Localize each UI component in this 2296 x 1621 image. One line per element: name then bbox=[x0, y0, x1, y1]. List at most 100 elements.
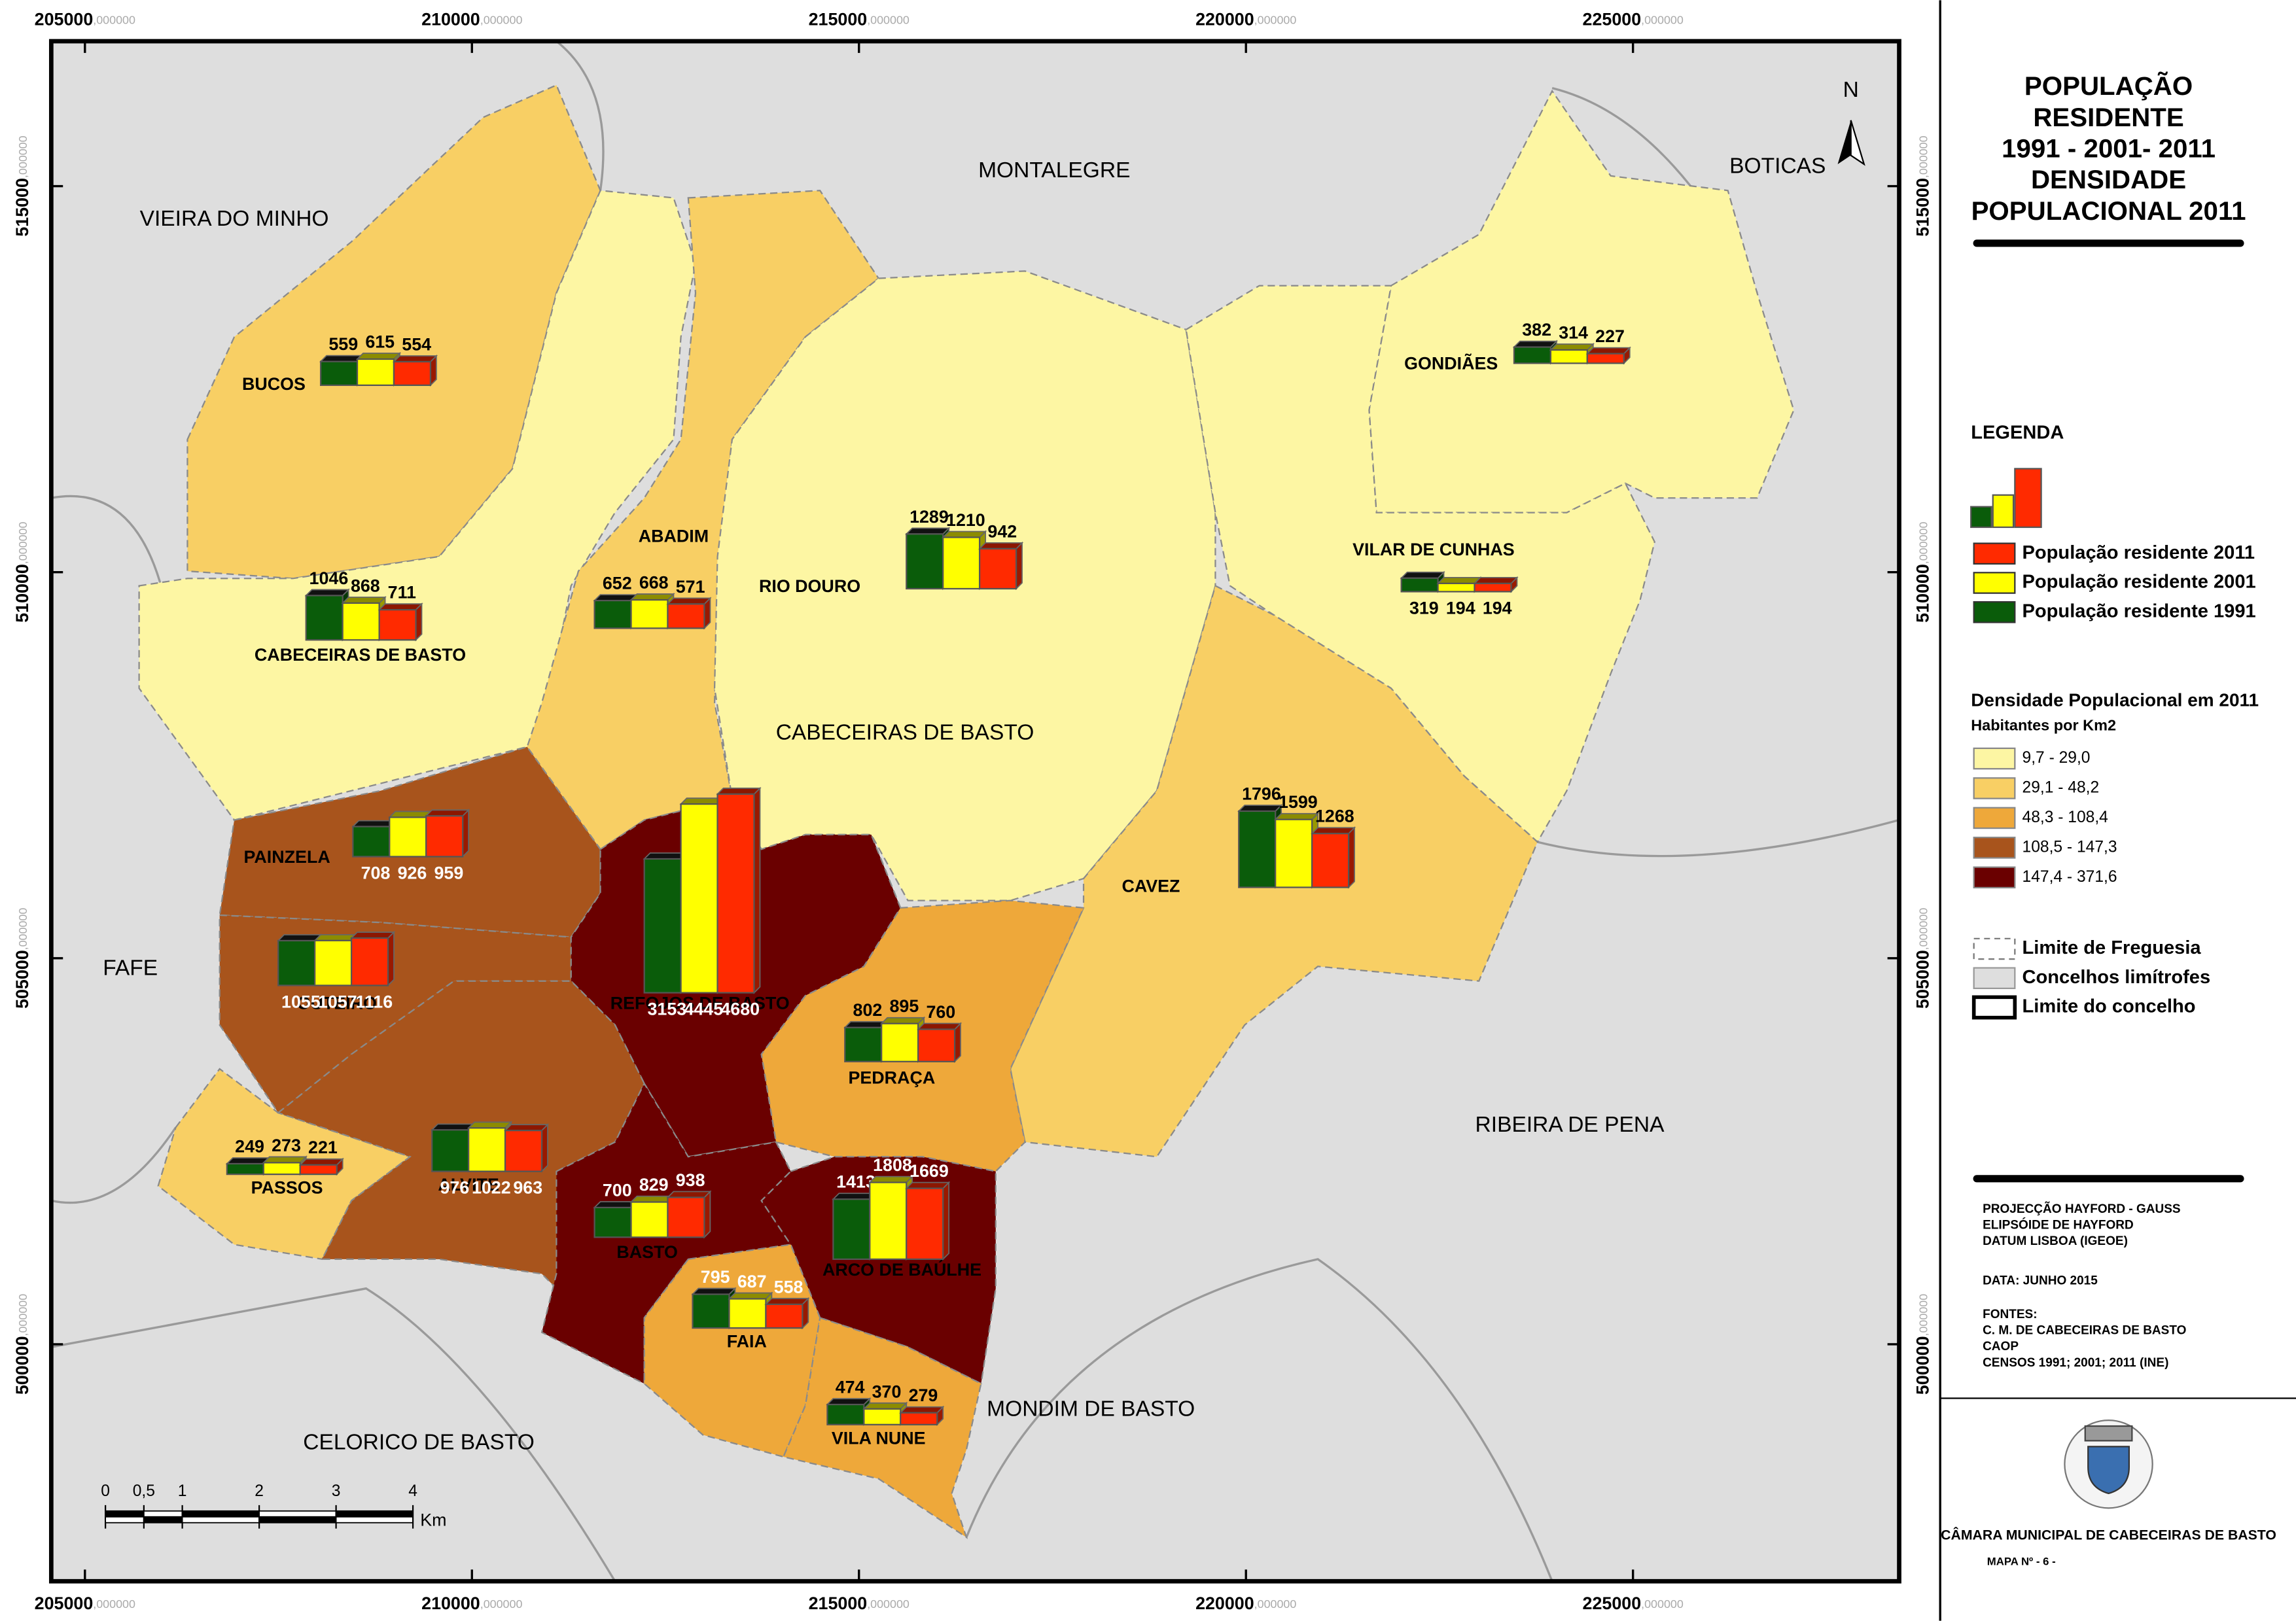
value-label: 319 bbox=[1409, 598, 1439, 618]
value-label: 615 bbox=[365, 332, 395, 351]
bar bbox=[314, 939, 353, 986]
y-tick-label: 510000,000000 bbox=[12, 521, 32, 622]
bar bbox=[356, 358, 395, 387]
y-tick-label: 505000,000000 bbox=[12, 908, 32, 1009]
bar bbox=[692, 1293, 730, 1329]
value-label: 687 bbox=[737, 1272, 767, 1291]
bar-top bbox=[1512, 340, 1559, 348]
bar bbox=[319, 360, 359, 387]
x-tick-value: 215000 bbox=[809, 10, 868, 29]
x-tick-label: 215000,000000 bbox=[809, 10, 910, 29]
value-label: 273 bbox=[272, 1136, 301, 1155]
bar-top bbox=[905, 527, 951, 535]
scale-segment bbox=[181, 1516, 260, 1524]
bar bbox=[226, 1162, 264, 1176]
bar bbox=[881, 1022, 919, 1062]
coord-decimals: ,000000 bbox=[16, 1294, 29, 1336]
density-swatch bbox=[1973, 866, 2016, 889]
legend-icon bbox=[1970, 468, 2042, 529]
bar bbox=[277, 939, 316, 986]
coord-decimals: ,000000 bbox=[16, 908, 29, 950]
value-label: 1796 bbox=[1242, 784, 1281, 803]
x-tick-label: 210000,000000 bbox=[421, 1594, 522, 1613]
value-label: 1289 bbox=[910, 507, 949, 527]
bar-top bbox=[978, 542, 1024, 549]
value-label: 571 bbox=[676, 577, 705, 597]
value-label: 711 bbox=[388, 583, 416, 602]
bar-side bbox=[703, 1190, 711, 1239]
y-tick-value: 500000 bbox=[1913, 1336, 1933, 1395]
boundary bbox=[965, 1258, 1553, 1582]
bar-top bbox=[467, 1121, 513, 1129]
coord-decimals: ,000000 bbox=[480, 13, 523, 26]
parish-name: OUTEIRO bbox=[297, 994, 377, 1013]
parish-name: PASSOS bbox=[251, 1178, 323, 1198]
bar-side bbox=[541, 1123, 548, 1173]
scale-segment bbox=[335, 1510, 414, 1518]
coord-decimals: ,000000 bbox=[1916, 521, 1930, 564]
density-unit: Habitantes por Km2 bbox=[1971, 717, 2116, 734]
value-label: 976 bbox=[440, 1178, 469, 1198]
bar bbox=[1238, 810, 1277, 888]
bar bbox=[716, 793, 755, 994]
y-tick-value: 515000 bbox=[1913, 178, 1933, 237]
bar-top bbox=[1274, 812, 1320, 820]
bar bbox=[352, 826, 391, 858]
value-label: 802 bbox=[853, 1000, 883, 1020]
bar bbox=[1311, 833, 1350, 888]
value-label: 221 bbox=[308, 1138, 338, 1157]
north-label: N bbox=[1843, 78, 1859, 102]
scale-tick-label: 3 bbox=[332, 1482, 341, 1500]
value-label: 314 bbox=[1559, 322, 1588, 342]
bar-top bbox=[880, 1017, 926, 1024]
coord-decimals: ,000000 bbox=[1641, 1597, 1684, 1611]
x-tick-value: 225000 bbox=[1583, 1594, 1642, 1613]
legend-swatch bbox=[1973, 542, 2016, 565]
density-label: 9,7 - 29,0 bbox=[2022, 749, 2091, 767]
north-arrow bbox=[1837, 120, 1865, 166]
x-tick-value: 225000 bbox=[1583, 10, 1642, 29]
value-label: 1055 bbox=[281, 992, 321, 1011]
coord-decimals: ,000000 bbox=[16, 521, 29, 564]
north-arrow-half bbox=[1837, 120, 1851, 164]
bar-top bbox=[716, 788, 762, 795]
bar bbox=[1513, 346, 1552, 364]
value-label: 1808 bbox=[873, 1155, 912, 1175]
neighbor-symbol bbox=[1973, 967, 2016, 990]
legend-label: População residente 1991 bbox=[2022, 601, 2256, 621]
x-tick-value: 210000 bbox=[421, 10, 480, 29]
coord-decimals: ,000000 bbox=[1916, 135, 1930, 178]
bar-top bbox=[262, 1156, 308, 1164]
boundary-label: Limite do concelho bbox=[2022, 996, 2196, 1017]
bar bbox=[863, 1408, 902, 1425]
coord-decimals: ,000000 bbox=[16, 135, 29, 178]
parish-area bbox=[1185, 285, 1655, 843]
coord-decimals: ,000000 bbox=[867, 1597, 910, 1611]
bar bbox=[378, 609, 417, 641]
bar bbox=[1549, 349, 1588, 364]
density-swatch bbox=[1973, 747, 2016, 770]
y-tick-label: 515000,000000 bbox=[1913, 135, 1933, 236]
bar bbox=[350, 937, 389, 986]
x-tick-label: 220000,000000 bbox=[1195, 1594, 1296, 1613]
note: CAOP bbox=[1983, 1340, 2019, 1353]
bar bbox=[593, 1206, 632, 1238]
bar bbox=[917, 1028, 956, 1062]
note: ELIPSÓIDE DE HAYFORD bbox=[1983, 1217, 2134, 1232]
coord-decimals: ,000000 bbox=[93, 13, 135, 26]
density-label: 29,1 - 48,2 bbox=[2022, 778, 2100, 796]
x-tick-label: 220000,000000 bbox=[1195, 10, 1296, 29]
bar-side bbox=[753, 786, 761, 994]
bar-side bbox=[462, 809, 470, 858]
bar-top bbox=[916, 1022, 963, 1030]
legend-label: População residente 2011 bbox=[2022, 542, 2255, 563]
x-tick-value: 205000 bbox=[35, 1594, 94, 1613]
parish-area bbox=[782, 1316, 982, 1539]
bar-top bbox=[298, 1158, 344, 1166]
value-label: 4680 bbox=[720, 1000, 760, 1019]
value-label: 554 bbox=[402, 334, 431, 354]
bar bbox=[468, 1127, 506, 1172]
boundary bbox=[50, 1126, 177, 1204]
